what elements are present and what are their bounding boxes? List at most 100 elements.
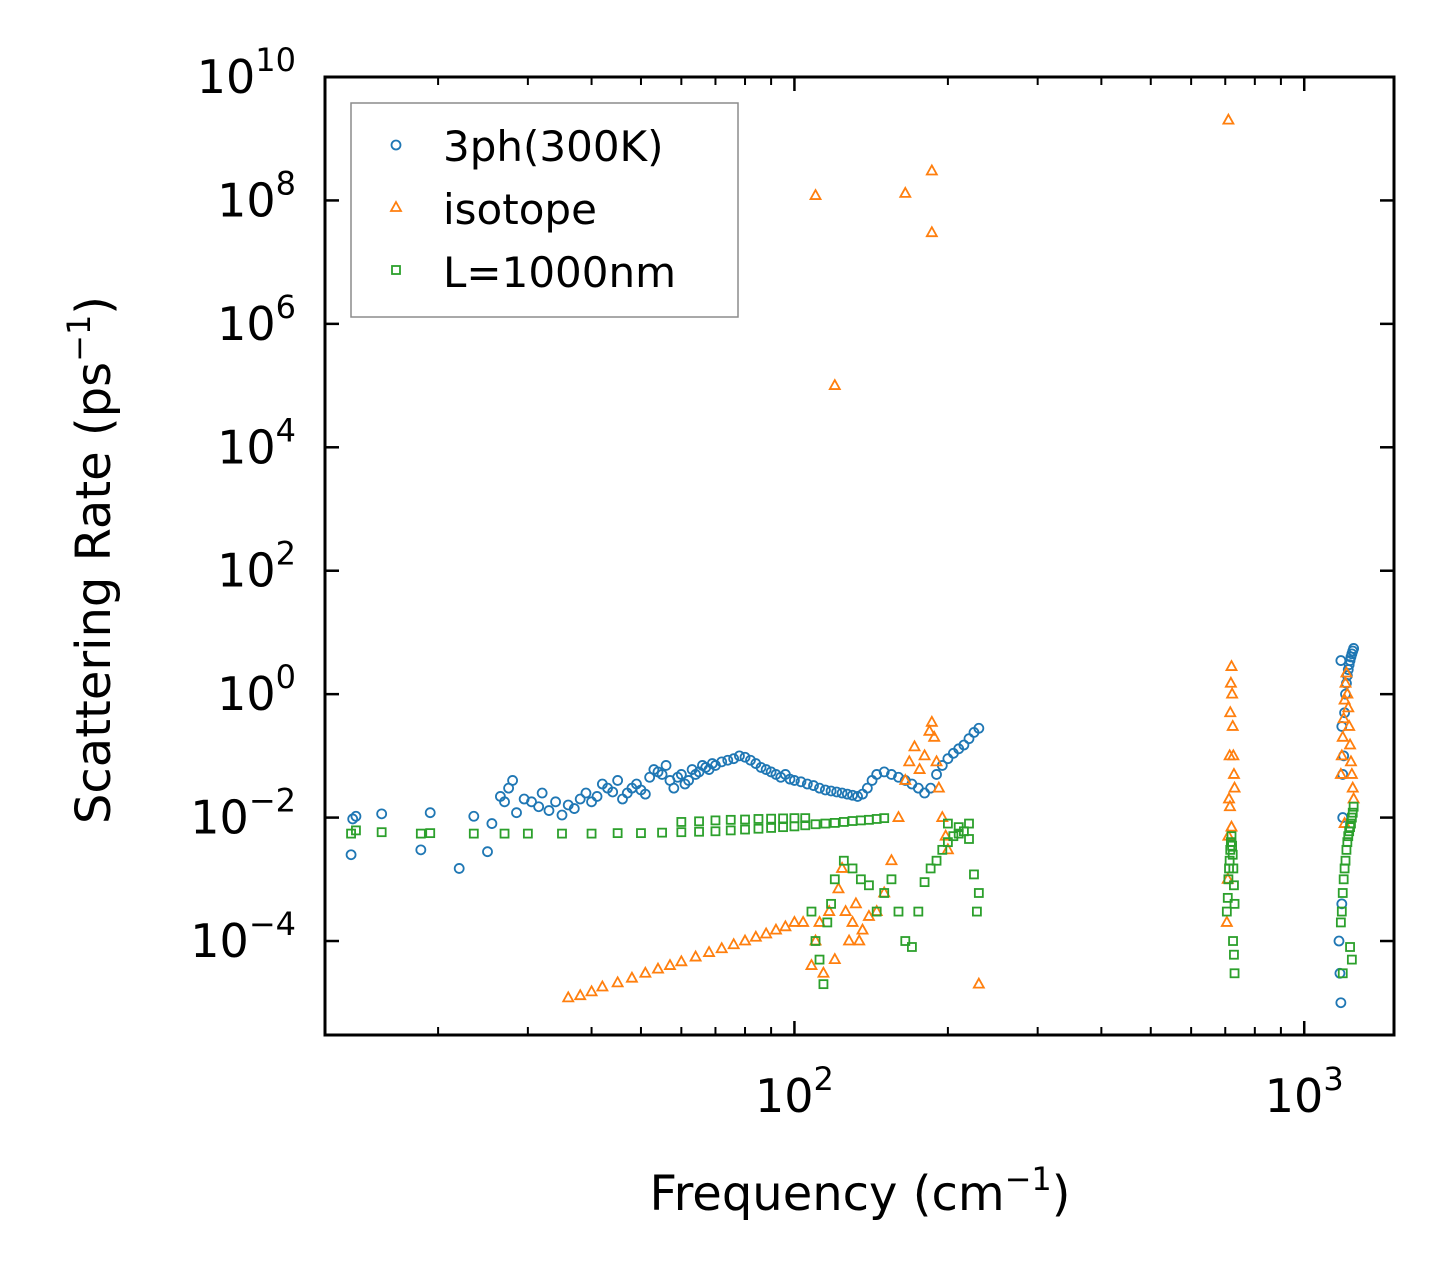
data-point-triangle	[918, 748, 932, 761]
data-point-triangle	[935, 810, 949, 822]
data-point-square	[855, 874, 866, 885]
y-tick-label-base: 10	[217, 173, 276, 227]
data-point-square	[942, 837, 953, 848]
data-point-circle	[739, 751, 751, 763]
data-point-circle	[511, 807, 522, 819]
x-tick-label: 103	[1265, 1060, 1344, 1123]
data-point-triangle	[828, 952, 842, 964]
data-point-circle	[861, 782, 873, 794]
data-point-circle	[656, 769, 668, 780]
data-point-square	[636, 828, 646, 839]
data-point-triangle	[1224, 819, 1239, 832]
data-point-circle	[1335, 655, 1347, 666]
data-point-circle	[482, 846, 493, 858]
data-point-square	[766, 823, 777, 833]
data-point-triangle	[828, 378, 842, 390]
y-tick-label-base: 10	[190, 791, 249, 845]
data-point-triangle	[625, 970, 639, 983]
y-tick-label-base: 10	[190, 914, 249, 968]
data-point-square	[913, 906, 924, 917]
data-point-circle	[668, 782, 680, 794]
data-point-square	[972, 906, 982, 917]
data-point-square	[893, 906, 904, 917]
data-point-triangle	[891, 810, 906, 822]
data-point-circle	[1335, 997, 1347, 1009]
data-point-square	[376, 827, 387, 838]
data-point-square	[1342, 837, 1353, 848]
y-tick-label-base: 10	[217, 667, 276, 721]
x-tick-label-exp: 3	[1323, 1060, 1343, 1098]
data-point-circle	[586, 796, 597, 808]
data-point-square	[969, 869, 979, 880]
data-point-square	[1229, 880, 1239, 891]
data-point-triangle	[727, 937, 741, 950]
data-point-circle	[550, 796, 561, 808]
data-point-square	[1221, 906, 1232, 917]
data-point-triangle	[689, 949, 703, 962]
x-tick-label-exp: 2	[814, 1060, 834, 1098]
data-point-square	[740, 814, 750, 825]
data-point-square	[900, 936, 911, 946]
data-point-square	[676, 827, 687, 838]
data-point-triangle	[839, 904, 853, 916]
data-point-circle	[507, 775, 518, 786]
y-tick-label-exp: −4	[249, 905, 296, 943]
y-tick-label-base: 10	[217, 297, 276, 351]
data-point-circle	[376, 808, 388, 820]
data-point-triangle	[972, 976, 986, 989]
legend-box	[350, 102, 739, 318]
data-point-square	[1347, 807, 1358, 818]
data-point-square	[937, 844, 948, 855]
data-point-circle	[683, 775, 694, 786]
data-point-triangle	[845, 915, 860, 927]
data-point-circle	[675, 769, 687, 780]
data-point-square	[753, 823, 764, 834]
data-point-square	[657, 827, 667, 838]
data-point-triangle	[796, 915, 810, 927]
data-point-triangle	[842, 933, 856, 946]
data-point-square	[925, 863, 936, 874]
y-tick-label: 108	[217, 164, 296, 227]
data-point-triangle	[855, 922, 870, 935]
data-point-circle	[453, 863, 465, 874]
y-tick-label: 102	[217, 535, 296, 598]
data-point-circle	[716, 756, 728, 768]
data-point-square	[1346, 818, 1356, 829]
data-point-square	[810, 819, 821, 830]
data-point-square	[919, 877, 930, 888]
data-point-square	[838, 855, 849, 866]
y-tick-label: 1010	[197, 41, 296, 104]
data-point-triangle	[651, 961, 665, 974]
data-point-triangle	[849, 896, 863, 909]
y-tick-label-base: 10	[217, 544, 276, 598]
y-tick-label-exp: 4	[276, 411, 296, 449]
data-point-triangle	[715, 941, 729, 954]
y-tick-label-base: 10	[217, 420, 276, 474]
data-point-circle	[612, 775, 624, 786]
data-point-square	[822, 917, 833, 928]
y-tick-label-exp: −2	[249, 782, 296, 820]
data-point-triangle	[1345, 767, 1359, 779]
data-point-circle	[468, 810, 480, 822]
data-point-square	[351, 825, 361, 836]
data-point-circle	[607, 786, 619, 798]
data-point-circle	[574, 793, 586, 805]
data-point-circle	[801, 778, 813, 790]
data-point-triangle	[1340, 686, 1354, 699]
data-point-triangle	[1343, 737, 1357, 750]
data-point-square	[1337, 968, 1348, 979]
data-point-square	[1226, 831, 1237, 842]
data-point-square	[1223, 874, 1234, 885]
data-point-triangle	[898, 773, 912, 785]
data-point-square	[1222, 892, 1233, 903]
data-point-square	[847, 863, 858, 874]
x-axis-label: Frequency (cm−1)	[649, 1160, 1070, 1222]
data-point-square	[879, 813, 890, 824]
plot-frame	[323, 75, 1396, 1037]
data-point-square	[676, 817, 687, 827]
data-point-circle	[808, 780, 819, 791]
data-point-circle	[639, 788, 651, 800]
data-point-circle	[580, 787, 592, 799]
y-axis-label-text: Scattering Rate (ps	[66, 362, 122, 824]
data-point-triangle	[1338, 692, 1352, 705]
